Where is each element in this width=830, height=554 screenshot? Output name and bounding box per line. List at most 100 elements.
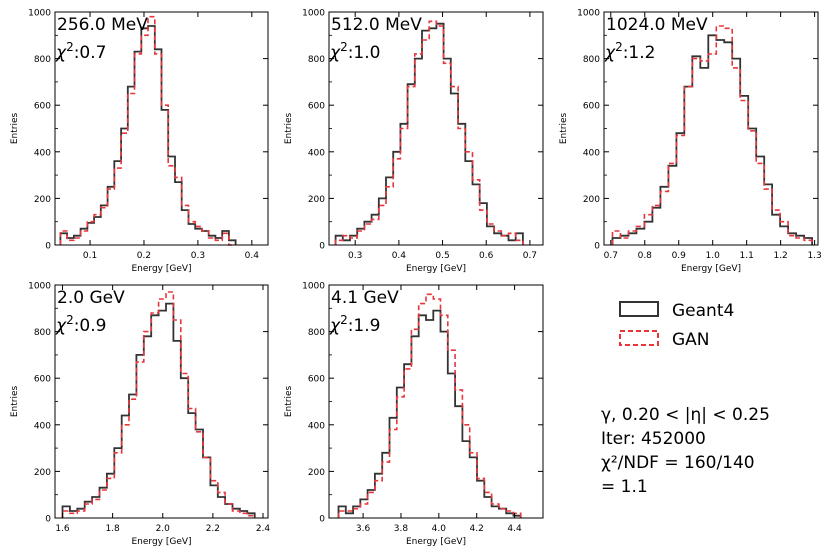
x-tick-label: 0.9 bbox=[672, 251, 687, 261]
x-tick-label: 3.8 bbox=[394, 524, 409, 534]
info-line-3: χ²/NDF = 160/140 bbox=[601, 453, 755, 473]
x-tick-label: 2.2 bbox=[206, 524, 220, 534]
x-tick-label: 4.2 bbox=[470, 524, 484, 534]
x-tick-label: 0.5 bbox=[435, 251, 449, 261]
y-tick-label: 600 bbox=[308, 375, 325, 385]
x-tick-label: 0.6 bbox=[479, 251, 494, 261]
panel-energy-title: 1024.0 MeV bbox=[606, 15, 708, 35]
y-tick-label: 200 bbox=[34, 195, 51, 205]
x-tick-label: 1.0 bbox=[706, 251, 721, 261]
y-tick-label: 0 bbox=[45, 242, 51, 252]
x-axis-label: Energy [GeV] bbox=[131, 264, 191, 274]
y-axis-label: Entries bbox=[284, 113, 294, 145]
x-tick-label: 1.8 bbox=[105, 524, 120, 534]
histogram-panel-1: 0 200 400 600 800 1000 0.1 0.2 0.3 0.4 Energy [GeV… bbox=[10, 9, 269, 274]
panel-chi2-label: χ2:0.9 bbox=[55, 313, 106, 336]
y-tick-label: 0 bbox=[319, 515, 325, 525]
y-tick-label: 200 bbox=[34, 468, 51, 478]
legend-gan-label: GAN bbox=[672, 330, 710, 350]
y-tick-label: 200 bbox=[308, 468, 325, 478]
info-line-2: Iter: 452000 bbox=[601, 429, 706, 449]
x-tick-label: 0.7 bbox=[604, 251, 618, 261]
panel-chi2-label: χ2:1.9 bbox=[329, 313, 380, 336]
panel-chi2-label: χ2:1.0 bbox=[329, 40, 380, 63]
y-tick-label: 400 bbox=[583, 148, 600, 158]
legend-geant4-swatch bbox=[619, 301, 659, 317]
y-tick-label: 800 bbox=[308, 328, 325, 338]
y-tick-label: 600 bbox=[583, 102, 600, 112]
y-tick-label: 1000 bbox=[577, 9, 600, 19]
x-tick-label: 1.6 bbox=[55, 524, 70, 534]
y-tick-label: 0 bbox=[594, 242, 600, 252]
y-tick-label: 800 bbox=[34, 328, 51, 338]
legend: Geant4 GAN bbox=[619, 301, 734, 350]
series-gan-step-line bbox=[334, 20, 524, 245]
x-tick-label: 2.0 bbox=[156, 524, 171, 534]
panel-energy-title: 2.0 GeV bbox=[57, 288, 125, 308]
y-tick-label: 400 bbox=[308, 148, 325, 158]
x-tick-label: 0.4 bbox=[392, 251, 407, 261]
x-tick-label: 4.4 bbox=[507, 524, 522, 534]
panel-chi2-label: χ2:1.2 bbox=[604, 40, 655, 63]
y-tick-label: 600 bbox=[34, 375, 51, 385]
x-tick-label: 2.4 bbox=[256, 524, 271, 534]
x-tick-label: 0.1 bbox=[83, 251, 97, 261]
series-geant4-step-line bbox=[611, 34, 813, 245]
x-axis-label: Energy [GeV] bbox=[406, 264, 466, 274]
info-line-4: = 1.1 bbox=[601, 477, 648, 497]
y-tick-label: 400 bbox=[308, 421, 325, 431]
series-gan-step-line bbox=[337, 293, 522, 518]
series-gan-step-line bbox=[61, 291, 256, 518]
x-tick-label: 0.4 bbox=[245, 251, 260, 261]
x-tick-label: 0.7 bbox=[523, 251, 537, 261]
x-axis-label: Energy [GeV] bbox=[406, 537, 466, 547]
y-tick-label: 600 bbox=[34, 102, 51, 112]
panel-energy-title: 4.1 GeV bbox=[331, 288, 399, 308]
histogram-panel-5: 0 200 400 600 800 1000 3.6 3.8 4.0 4.2 4.4 Energy [… bbox=[284, 282, 544, 547]
histogram-panel-3: 0 200 400 600 800 1000 0.7 0.8 0.9 1.0 1.1 1.2 1.3 En… bbox=[559, 9, 822, 275]
y-tick-label: 200 bbox=[308, 195, 325, 205]
panel-chi2-label: χ2:0.7 bbox=[55, 40, 106, 63]
y-tick-label: 800 bbox=[583, 55, 600, 65]
legend-gan-swatch bbox=[619, 330, 659, 346]
y-axis-label: Entries bbox=[10, 113, 20, 145]
y-tick-label: 1000 bbox=[302, 9, 325, 19]
x-axis-label: Energy [GeV] bbox=[131, 537, 191, 547]
x-tick-label: 4.0 bbox=[432, 524, 447, 534]
legend-geant4-label: Geant4 bbox=[672, 301, 734, 321]
y-tick-label: 800 bbox=[308, 55, 325, 65]
y-tick-label: 1000 bbox=[28, 282, 51, 292]
x-tick-label: 0.8 bbox=[638, 251, 653, 261]
histogram-panel-4: 0 200 400 600 800 1000 1.6 1.8 2.0 2.2 2.4 Energy [… bbox=[10, 282, 270, 548]
y-tick-label: 600 bbox=[308, 102, 325, 112]
series-gan-step-line bbox=[611, 25, 813, 245]
x-tick-label: 1.3 bbox=[807, 251, 821, 261]
y-tick-label: 400 bbox=[34, 421, 51, 431]
series-geant4-step-line bbox=[337, 309, 522, 518]
series-gan-step-line bbox=[59, 15, 236, 246]
x-tick-label: 0.3 bbox=[348, 251, 362, 261]
y-axis-label: Entries bbox=[284, 386, 294, 418]
x-tick-label: 3.6 bbox=[356, 524, 371, 534]
info-line-1: γ, 0.20 < |η| < 0.25 bbox=[601, 405, 770, 425]
y-tick-label: 0 bbox=[45, 515, 51, 525]
y-tick-label: 200 bbox=[583, 195, 600, 205]
panel-energy-title: 256.0 MeV bbox=[57, 15, 148, 35]
y-axis-label: Entries bbox=[10, 386, 20, 418]
y-tick-label: 1000 bbox=[302, 282, 325, 292]
y-axis-label: Entries bbox=[559, 113, 569, 145]
x-tick-label: 1.1 bbox=[740, 251, 754, 261]
histogram-panel-2: 0 200 400 600 800 1000 0.3 0.4 0.5 0.6 0.7 Energy [… bbox=[284, 9, 544, 274]
x-axis-label: Energy [GeV] bbox=[681, 264, 741, 274]
info-block: γ, 0.20 < |η| < 0.25 Iter: 452000 χ²/NDF… bbox=[601, 405, 770, 497]
y-tick-label: 1000 bbox=[28, 9, 51, 19]
x-tick-label: 0.3 bbox=[191, 251, 205, 261]
x-tick-label: 1.2 bbox=[773, 251, 787, 261]
y-tick-label: 0 bbox=[319, 242, 325, 252]
panel-energy-title: 512.0 MeV bbox=[331, 15, 422, 35]
y-tick-label: 400 bbox=[34, 148, 51, 158]
panels: 0 200 400 600 800 1000 0.1 0.2 0.3 0.4 Energy [GeV… bbox=[10, 9, 822, 548]
x-tick-label: 0.2 bbox=[137, 251, 151, 261]
y-tick-label: 800 bbox=[34, 55, 51, 65]
